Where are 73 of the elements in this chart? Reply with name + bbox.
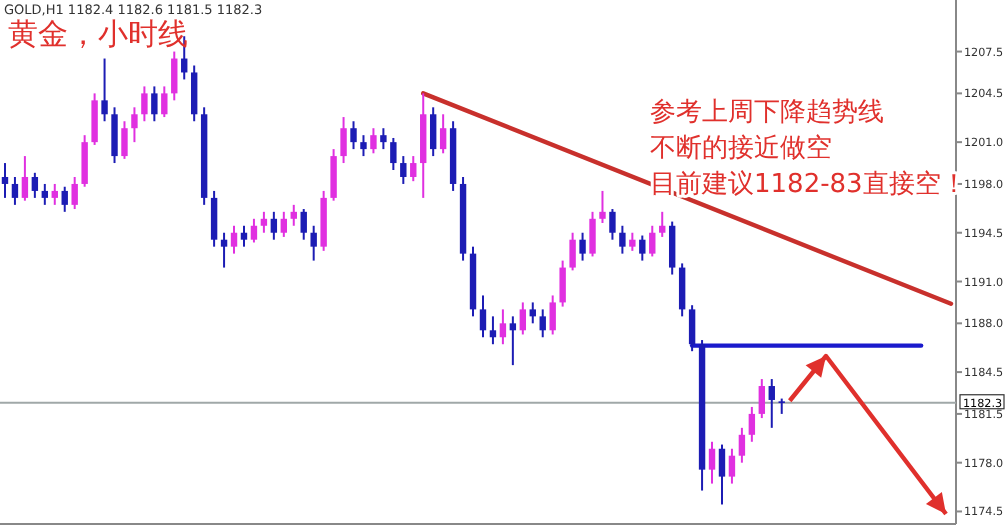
candlestick (171, 50, 178, 102)
candlestick (290, 203, 297, 227)
candlestick (499, 308, 507, 346)
candlestick (280, 210, 288, 238)
candlestick (629, 231, 636, 252)
candlestick (81, 134, 88, 188)
candlestick (429, 106, 437, 158)
candlestick (151, 85, 158, 123)
candlestick (330, 148, 337, 202)
candlestick (141, 85, 148, 123)
candlestick (360, 134, 367, 158)
annotation: 参考上周下降趋势线 (650, 98, 884, 128)
candlestick (758, 378, 766, 420)
candlestick (619, 224, 626, 255)
candlestick (439, 113, 447, 155)
candlestick (71, 175, 78, 211)
candlestick (121, 120, 128, 160)
candlestick (688, 304, 696, 353)
candlestick (61, 185, 68, 213)
candlestick (300, 208, 307, 241)
candlestick (340, 116, 347, 165)
candlestick (51, 182, 58, 206)
candlestick (400, 155, 407, 185)
candlestick (260, 210, 268, 234)
candlestick (649, 224, 656, 258)
candlestick (310, 224, 317, 262)
candlestick (659, 210, 666, 238)
candlestick (410, 155, 417, 183)
candlestick (708, 440, 716, 485)
candlestick (220, 231, 228, 269)
candlestick (370, 127, 377, 155)
candlestick (549, 294, 556, 336)
candlestick (738, 426, 746, 464)
candlestick (21, 155, 29, 202)
annotation: 不断的接近做空 (650, 134, 832, 164)
candlestick (559, 259, 566, 308)
candlestick (270, 210, 278, 241)
candlestick (509, 315, 517, 367)
candlestick (161, 85, 168, 119)
text: 黄金，小时线 (8, 16, 188, 52)
candlestick (131, 106, 138, 144)
candlestick (728, 447, 736, 485)
candlestick (678, 262, 686, 318)
candlestick (210, 189, 218, 248)
candlestick (41, 182, 49, 206)
candlestick (111, 106, 118, 165)
candlestick (539, 308, 546, 339)
candlestick (589, 210, 596, 258)
candlestick (240, 224, 248, 248)
candlestick (639, 234, 646, 262)
candlestick (489, 315, 497, 346)
candlestick (768, 378, 775, 429)
candlestick (718, 443, 726, 506)
candlestick (599, 189, 606, 224)
candlestick (390, 136, 397, 172)
candlestick (609, 208, 616, 241)
candlestick (569, 231, 576, 272)
candlestick (31, 171, 39, 199)
candlestick (190, 64, 198, 123)
candlestick (380, 127, 387, 151)
candlestick (479, 294, 487, 339)
candlestick (230, 224, 238, 255)
candlestick (101, 57, 108, 123)
candlestick (1, 162, 9, 199)
candlestick (519, 301, 527, 336)
candlestick (579, 231, 586, 262)
candlestick (529, 301, 536, 325)
candlestick (250, 217, 258, 244)
candlestick (350, 120, 357, 151)
candlestick (11, 175, 19, 206)
candlestick (748, 405, 756, 443)
candlestick (91, 92, 98, 146)
candlestick (668, 220, 676, 276)
